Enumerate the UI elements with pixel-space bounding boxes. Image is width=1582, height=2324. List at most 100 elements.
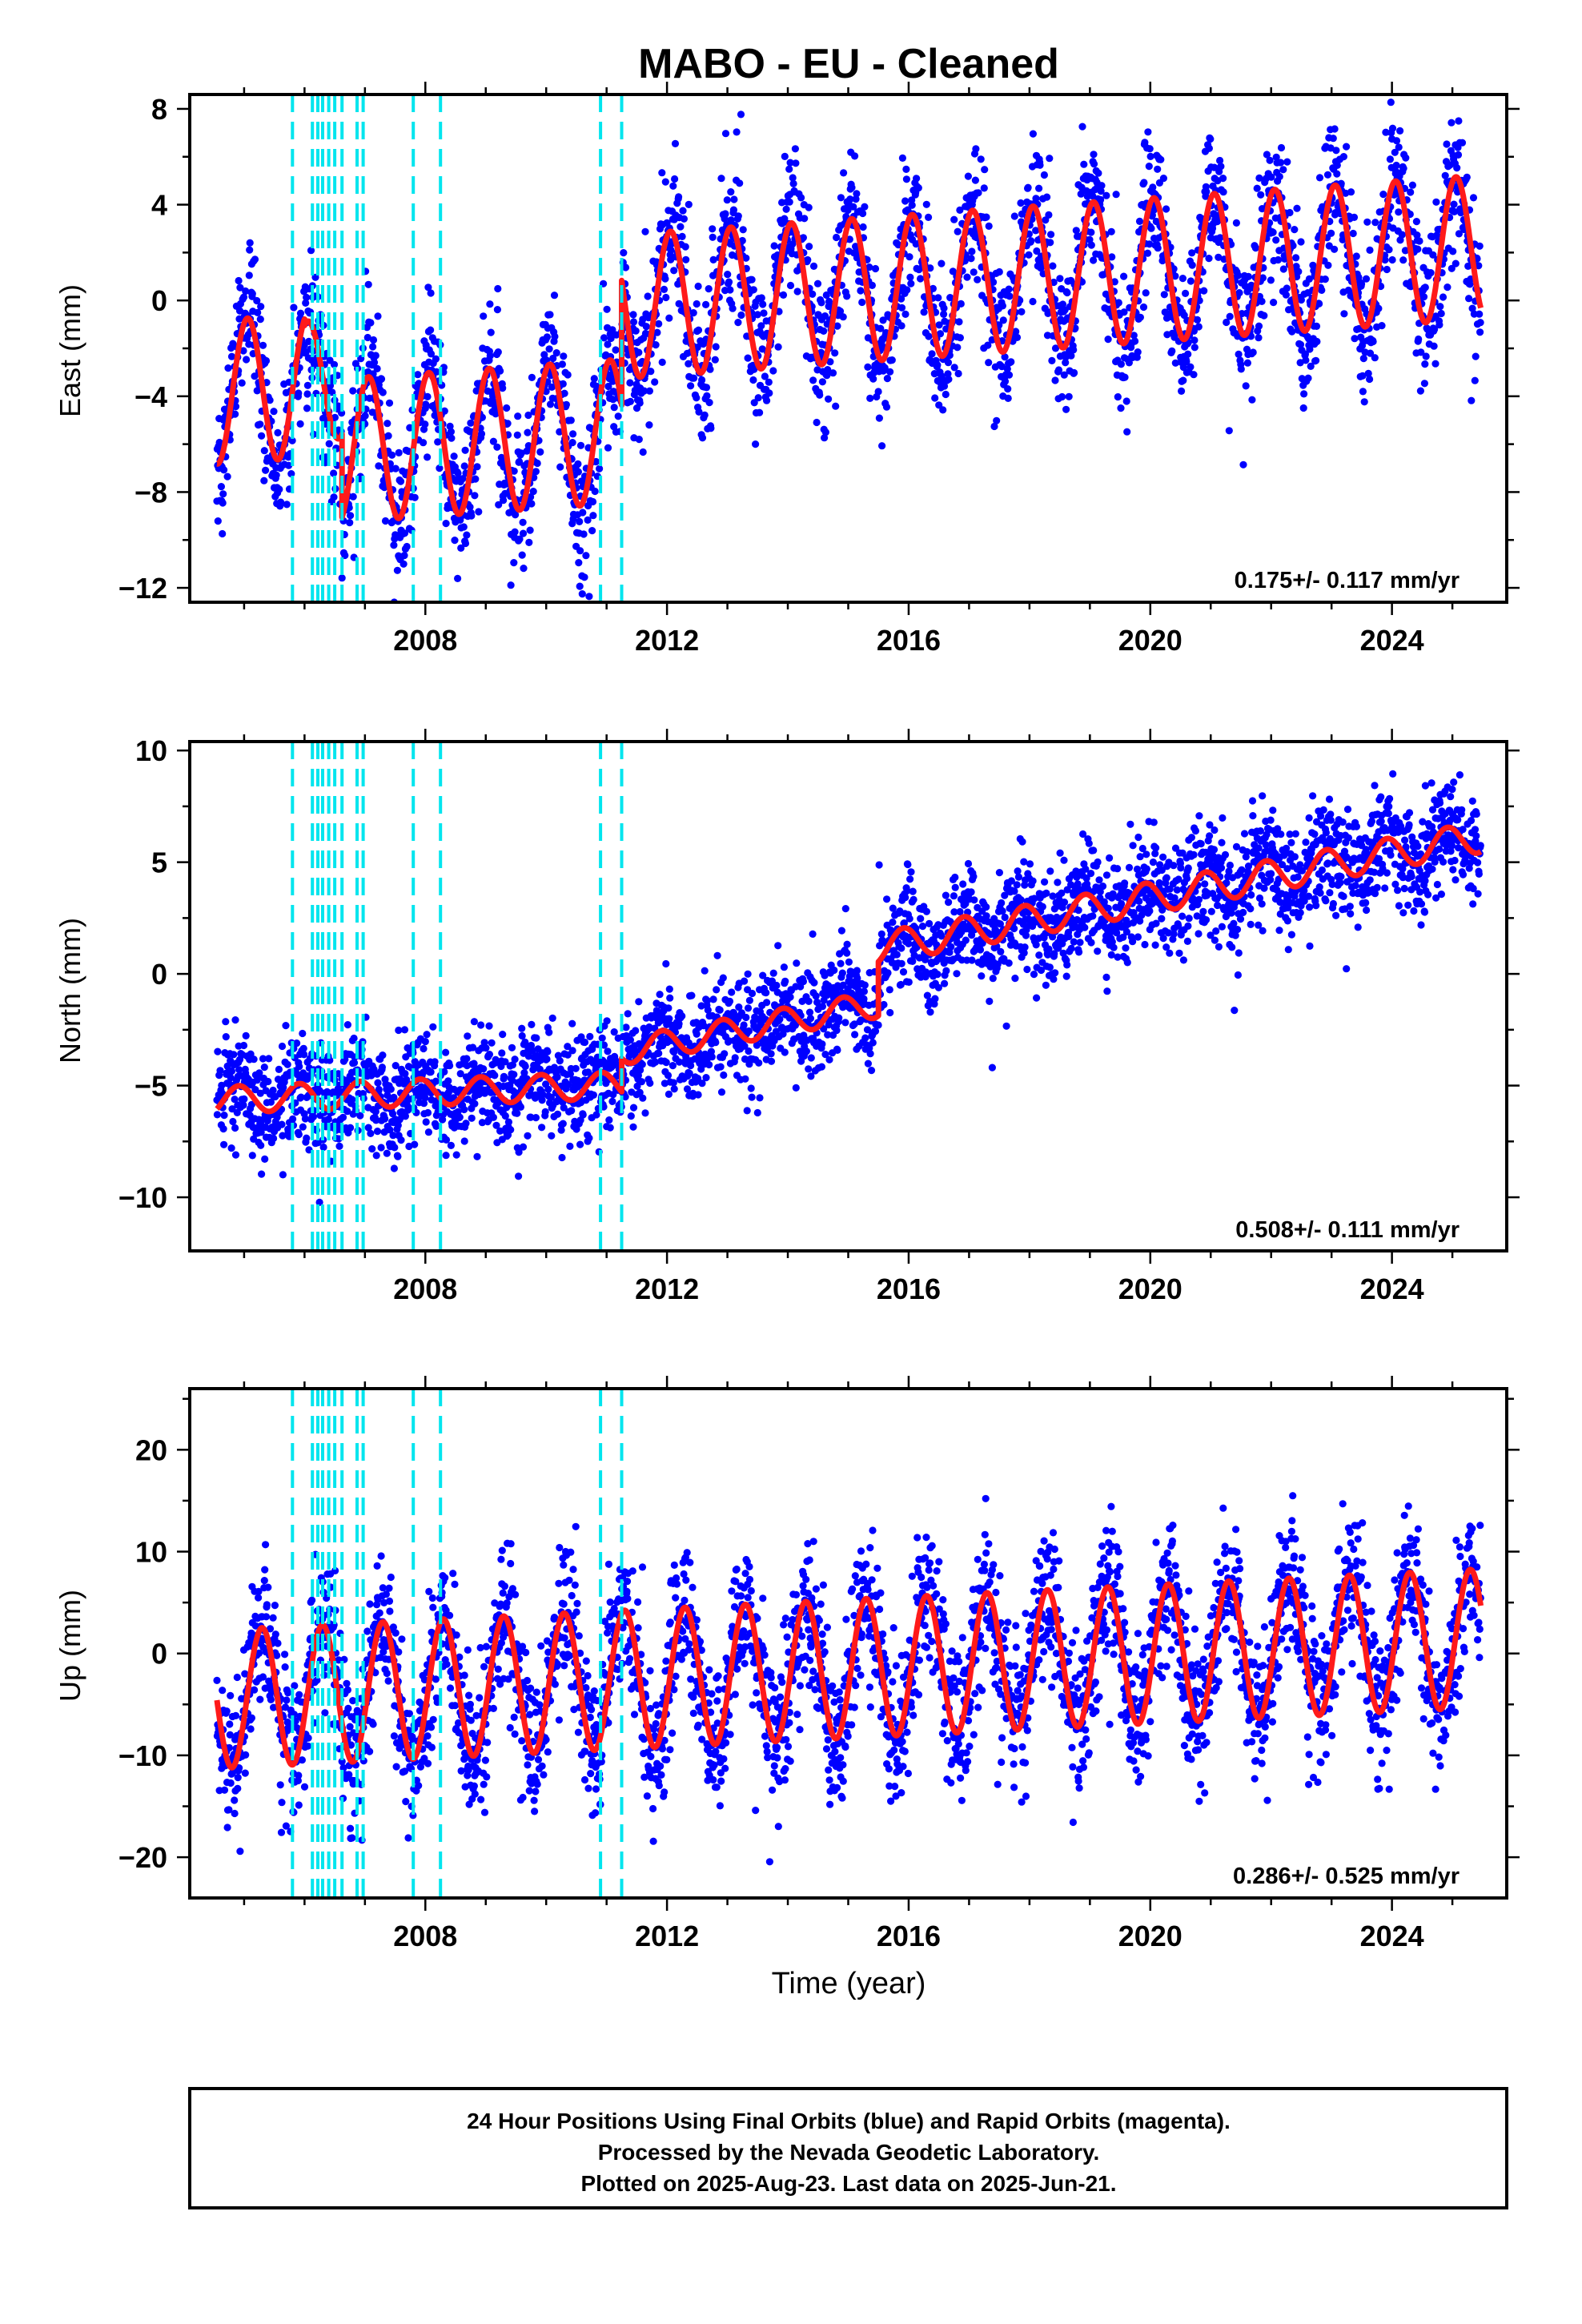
data-point	[574, 468, 583, 476]
data-point	[1235, 350, 1243, 358]
data-point	[701, 411, 709, 420]
data-point	[391, 464, 400, 472]
data-point	[1195, 323, 1203, 331]
data-point	[1191, 344, 1199, 352]
data-point	[1295, 267, 1303, 275]
data-point	[1217, 163, 1225, 171]
data-point	[1412, 218, 1420, 226]
data-point	[488, 392, 497, 400]
data-point	[586, 1032, 594, 1040]
data-point	[705, 399, 713, 407]
data-point	[883, 895, 891, 903]
data-point	[480, 312, 488, 320]
data-point	[801, 215, 809, 223]
data-point	[1391, 148, 1399, 156]
data-point	[759, 971, 767, 979]
data-point	[640, 387, 648, 395]
data-point	[675, 1019, 683, 1027]
data-point	[757, 322, 765, 330]
data-point	[950, 215, 958, 223]
data-point	[925, 213, 933, 221]
data-point	[387, 1085, 395, 1093]
data-point	[553, 1073, 561, 1081]
data-point	[1366, 246, 1374, 254]
data-point	[603, 305, 611, 313]
data-point	[901, 197, 909, 205]
data-point	[1300, 390, 1308, 398]
data-point	[837, 194, 845, 202]
data-point	[421, 420, 429, 428]
data-point	[516, 457, 524, 466]
data-point	[1226, 312, 1234, 320]
data-point	[580, 530, 588, 538]
data-point	[464, 1032, 472, 1040]
data-point	[789, 174, 797, 182]
data-point	[379, 388, 387, 396]
data-point	[528, 1020, 536, 1028]
data-point	[228, 1105, 236, 1113]
data-point	[544, 1085, 552, 1093]
data-point	[1315, 174, 1324, 182]
data-point	[636, 1088, 644, 1096]
data-point	[773, 981, 781, 990]
y-tick-label: −8	[135, 476, 167, 509]
data-point	[656, 991, 664, 999]
data-point	[745, 996, 754, 1004]
data-point	[1364, 369, 1372, 377]
data-point	[629, 1104, 638, 1112]
data-point	[845, 958, 853, 966]
data-point	[897, 304, 906, 312]
data-point	[1215, 253, 1223, 261]
data-point	[339, 1113, 347, 1121]
data-point	[489, 1113, 498, 1121]
data-point	[367, 1129, 375, 1137]
data-point	[378, 1063, 386, 1072]
data-point	[1146, 152, 1154, 160]
data-point	[760, 309, 768, 317]
data-point	[809, 290, 817, 298]
data-point	[296, 420, 304, 428]
data-point	[1279, 166, 1287, 174]
east-step-lines	[291, 94, 624, 602]
x-tick-label: 2012	[635, 624, 699, 657]
data-point	[747, 1084, 755, 1092]
data-point	[1465, 295, 1473, 303]
data-point	[830, 966, 838, 975]
data-point	[779, 1030, 787, 1038]
data-point	[603, 1017, 611, 1025]
data-point	[331, 413, 339, 422]
data-point	[1114, 299, 1122, 307]
north-points	[213, 770, 1484, 1206]
data-point	[1347, 188, 1355, 196]
data-point	[349, 493, 357, 501]
data-point	[904, 860, 912, 869]
data-point	[864, 1059, 872, 1068]
data-point	[488, 1039, 496, 1047]
data-point	[299, 1029, 307, 1038]
data-point	[909, 887, 917, 895]
data-point	[556, 463, 564, 471]
data-point	[1327, 229, 1335, 237]
data-point	[849, 203, 857, 211]
data-point	[420, 439, 428, 447]
data-point	[846, 195, 854, 203]
data-point	[838, 969, 846, 977]
data-point	[1078, 123, 1086, 131]
data-point	[1420, 380, 1428, 388]
data-point	[393, 566, 401, 574]
data-point	[866, 394, 874, 402]
data-point	[231, 1096, 239, 1104]
data-point	[860, 987, 868, 995]
data-point	[1239, 460, 1247, 468]
data-point	[1097, 187, 1105, 195]
data-point	[781, 1048, 789, 1056]
data-point	[608, 1097, 616, 1105]
data-point	[442, 1048, 450, 1056]
data-point	[776, 1015, 784, 1023]
data-point	[303, 404, 311, 412]
data-point	[436, 464, 444, 472]
data-point	[589, 1091, 598, 1099]
data-point	[1392, 161, 1400, 170]
data-point	[556, 1057, 564, 1065]
data-point	[1447, 264, 1456, 272]
